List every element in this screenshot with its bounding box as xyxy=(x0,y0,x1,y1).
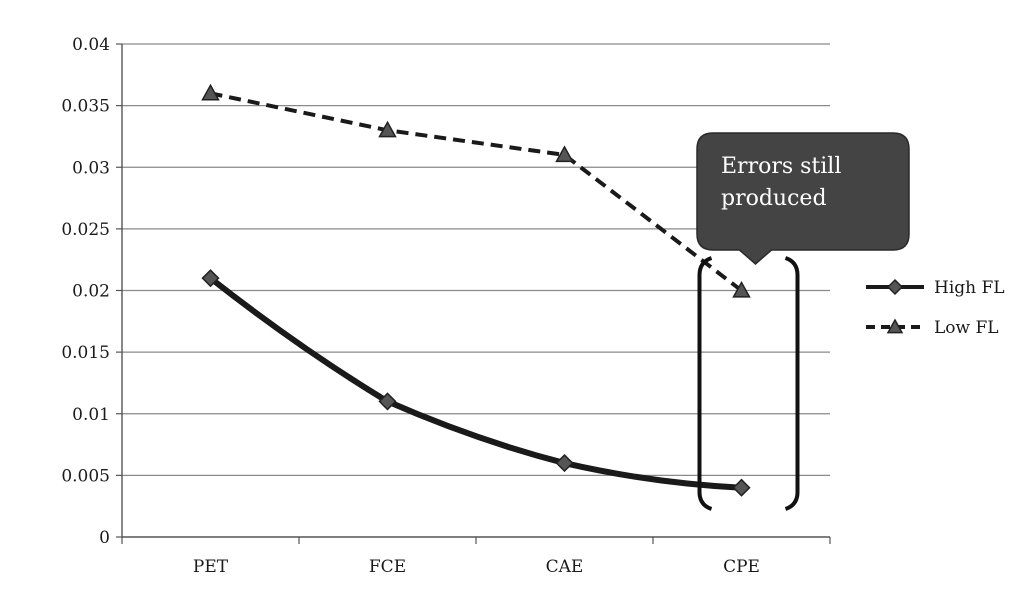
legend-marker-low-fl xyxy=(886,318,904,334)
y-tick-label: 0.04 xyxy=(72,35,110,55)
data-point-low-fl xyxy=(732,280,751,298)
series-line-low-fl xyxy=(210,91,743,293)
callout-text-line: Errors still xyxy=(721,154,841,179)
y-tick-label: 0.015 xyxy=(61,343,110,363)
y-tick-label: 0.005 xyxy=(61,466,110,486)
data-point-high-fl xyxy=(555,453,574,473)
y-tick-label: 0.02 xyxy=(72,282,110,302)
legend-label-high-fl: High FL xyxy=(934,278,1005,298)
data-point-high-fl xyxy=(378,392,397,411)
callout-annotation: Errors still produced xyxy=(696,132,910,511)
legend-marker-high-fl xyxy=(886,278,904,296)
series-group xyxy=(201,83,751,497)
data-point-low-fl xyxy=(378,120,397,138)
y-tick-label: 0 xyxy=(99,528,110,548)
callout-text-line: produced xyxy=(721,186,827,211)
y-tick-label: 0.01 xyxy=(72,405,110,425)
data-point-low-fl xyxy=(201,83,220,101)
x-tick-label: CPE xyxy=(723,557,760,577)
data-point-high-fl xyxy=(732,478,751,497)
bracket-right xyxy=(784,256,800,511)
callout-box xyxy=(696,132,910,265)
x-tick-label: PET xyxy=(193,557,229,577)
gridlines xyxy=(122,43,830,476)
data-point-low-fl xyxy=(555,145,574,163)
data-point-high-fl xyxy=(201,269,220,288)
x-tick-label: FCE xyxy=(369,557,406,577)
legend-label-low-fl: Low FL xyxy=(934,318,999,338)
series-line-high-fl xyxy=(207,275,745,491)
x-tick-label: CAE xyxy=(546,557,584,577)
legend: High FL Low FL xyxy=(866,278,1005,338)
y-tick-label: 0.025 xyxy=(61,220,110,240)
y-tick-label: 0.035 xyxy=(61,97,110,117)
y-axis-ticks: 0 0.005 0.01 0.015 0.02 0.025 0.03 0.035 0.04 xyxy=(61,35,122,548)
x-axis-ticks: PET FCE CAE CPE xyxy=(121,537,831,577)
bracket-left xyxy=(697,256,713,511)
y-tick-label: 0.03 xyxy=(72,158,110,178)
